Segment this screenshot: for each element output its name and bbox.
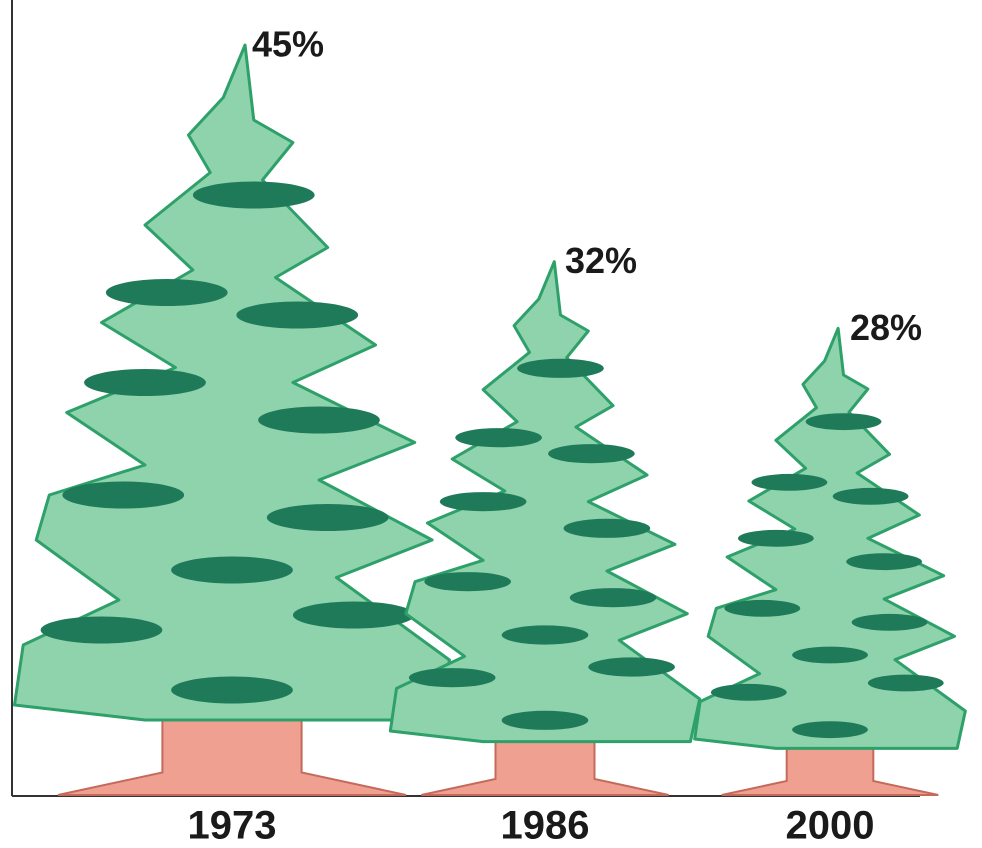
foliage [388,260,702,744]
foliage-shade [292,601,415,629]
foliage-shade [851,613,928,631]
foliage-shade [62,481,185,509]
x-tick-label: 2000 [786,804,875,848]
tree [13,43,451,796]
tree [693,326,967,796]
value-label: 45% [252,24,324,65]
foliage-shade [424,572,511,592]
foliage-shade [548,444,635,464]
foliage-shade [266,504,389,531]
value-label: 28% [850,307,922,348]
x-tick-label: 1973 [188,804,277,848]
foliage-shade [710,683,787,701]
foliage [13,43,451,722]
foliage-shade [805,413,882,431]
foliage-shade [455,428,542,448]
foliage-shade [832,487,909,505]
foliage-shade [105,279,228,306]
foliage-shade [846,553,923,571]
foliage-shade [563,518,651,538]
foliage-shade [724,599,801,617]
tree [388,260,702,796]
foliage-shade [40,616,163,644]
foliage-shade [792,646,868,664]
foliage-shade [517,358,604,378]
foliage-shade [258,406,380,434]
foliage-shade [867,674,944,692]
foliage-shade [439,492,527,512]
foliage-shade [588,657,675,677]
foliage-shade [501,710,589,730]
foliage-shade [501,625,589,645]
foliage-shade [236,301,359,329]
foliage-shade [171,556,293,584]
foliage [693,326,967,750]
value-label: 32% [565,240,637,281]
foliage-shade [792,721,868,739]
foliage-shade [408,668,496,688]
foliage-shade [751,473,828,491]
foliage-shade [84,369,206,396]
x-tick-label: 1986 [501,804,590,848]
foliage-shade [192,181,315,209]
foliage-shade [171,676,293,704]
foliage-shade [569,588,657,608]
foliage-shade [737,529,814,547]
